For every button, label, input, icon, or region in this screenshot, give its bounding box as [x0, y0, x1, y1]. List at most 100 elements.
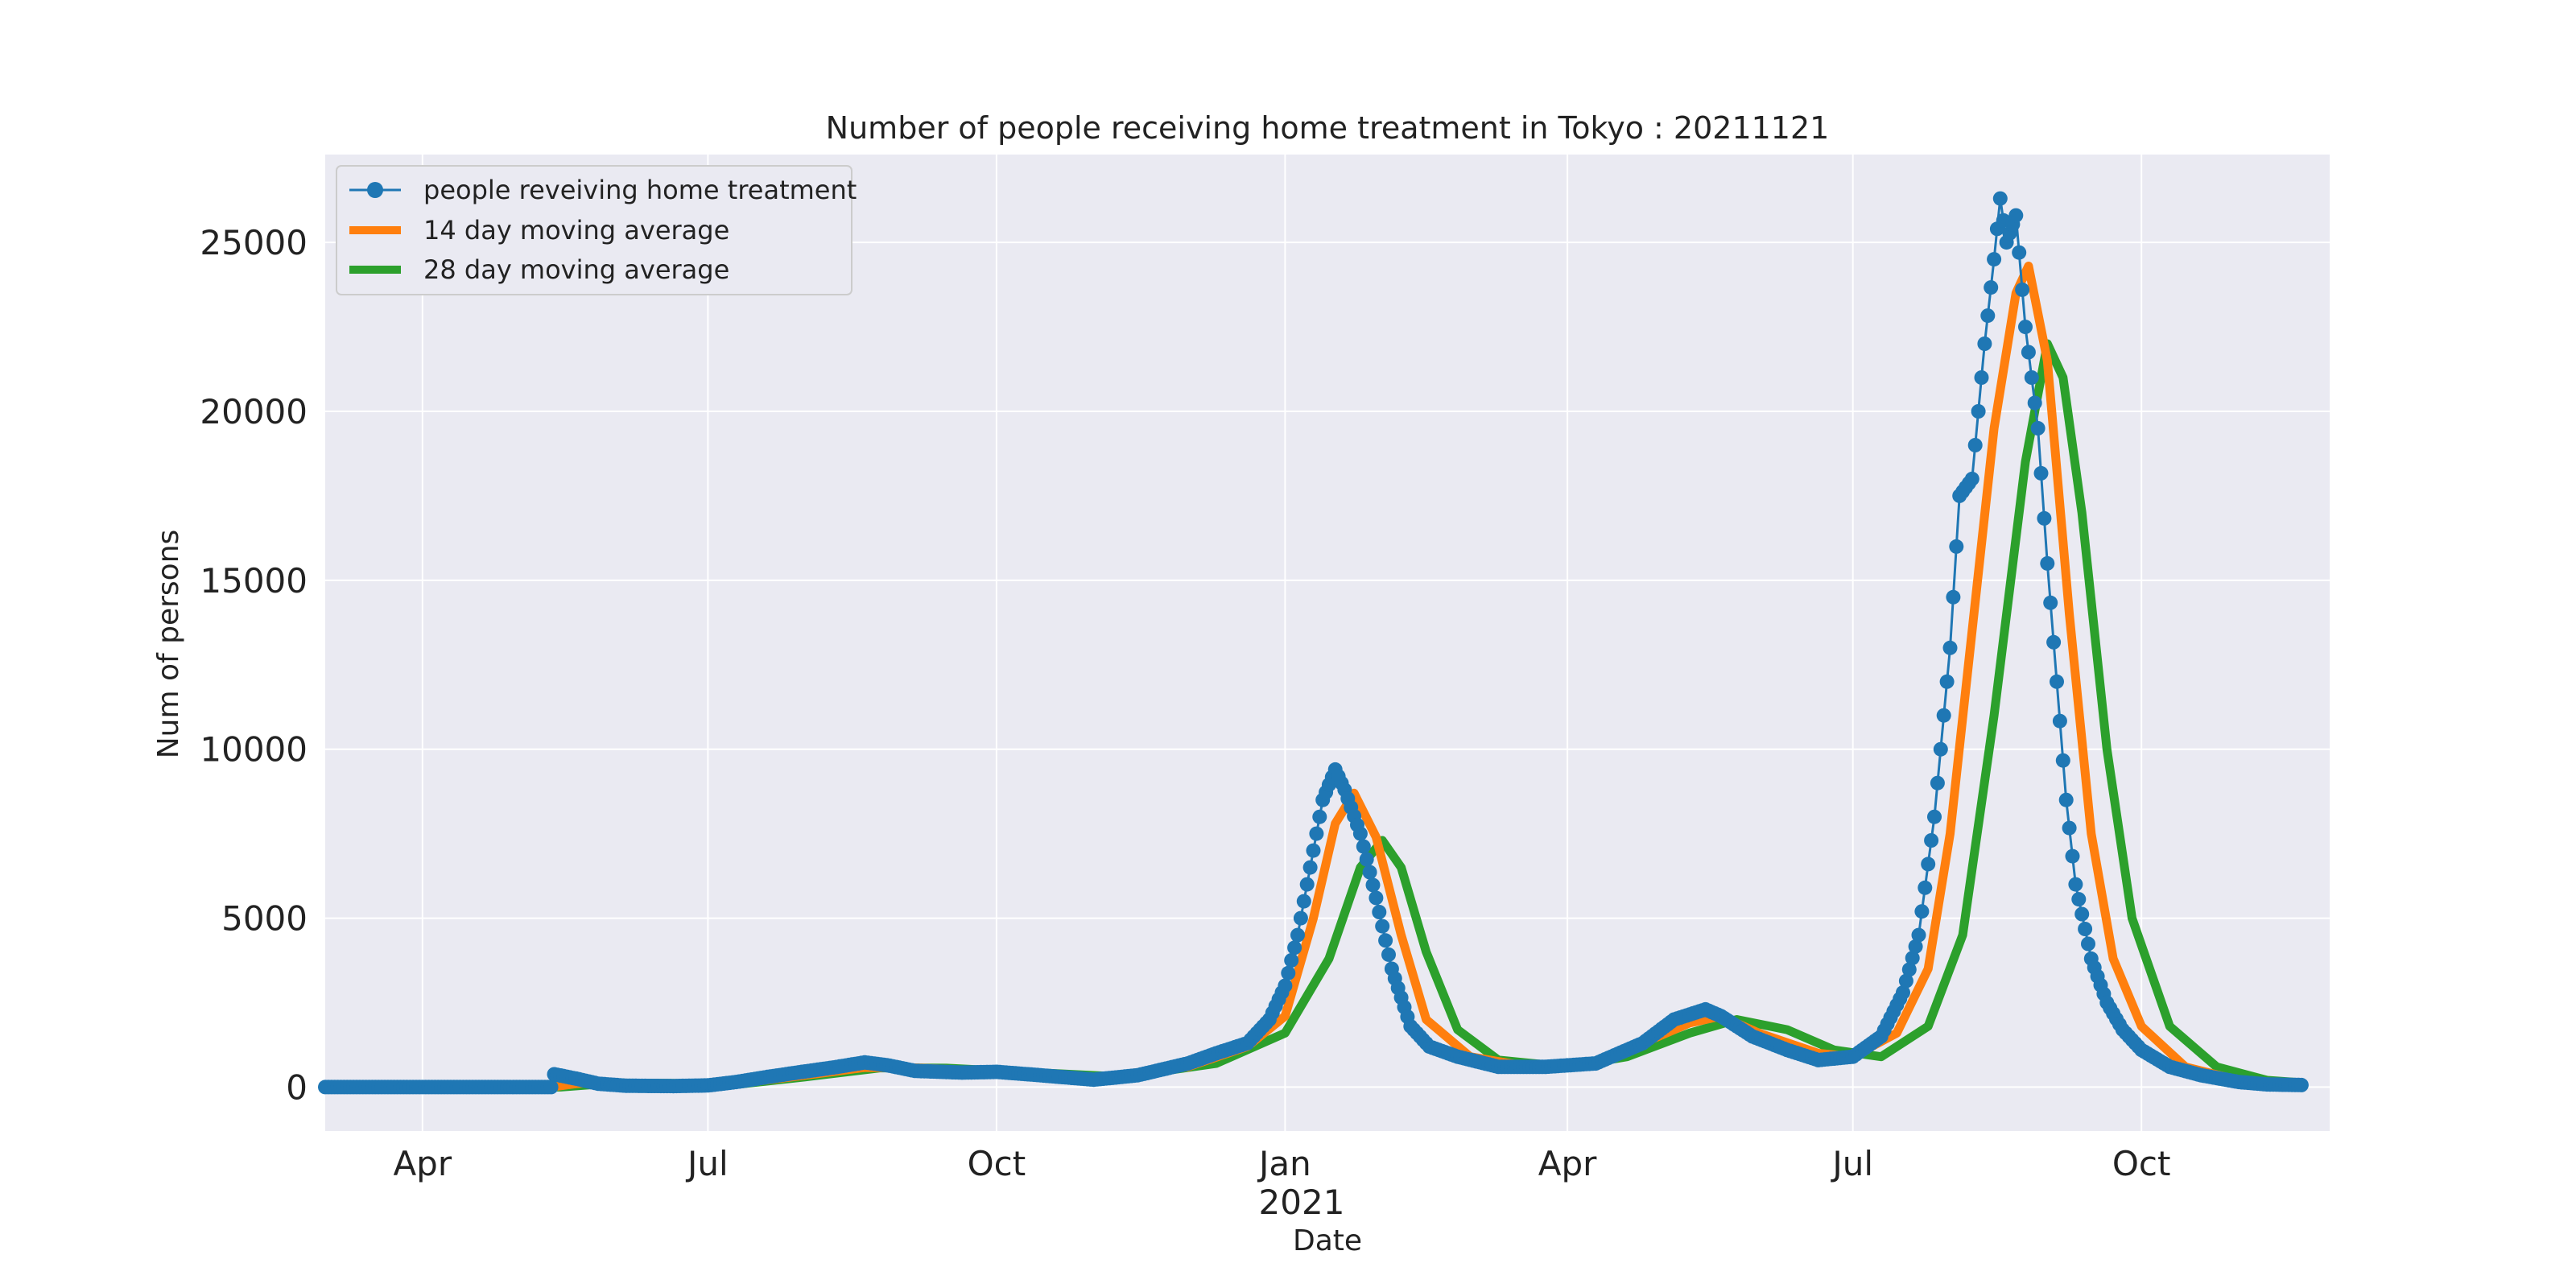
- data-point: [2293, 1077, 2309, 1092]
- y-tick-label: 15000: [200, 561, 308, 601]
- legend-marker-observed: [367, 182, 383, 198]
- x-tick-label: Apr: [393, 1144, 452, 1183]
- y-tick-label: 0: [286, 1067, 308, 1107]
- data-point: [2050, 674, 2064, 689]
- data-point: [2081, 936, 2095, 952]
- data-point: [1967, 438, 1983, 452]
- data-point: [1312, 809, 1327, 824]
- data-point: [2033, 465, 2049, 481]
- data-point: [2008, 208, 2024, 223]
- data-point: [1984, 280, 1999, 295]
- x-tick-label: Jan: [1257, 1144, 1311, 1183]
- data-point: [1992, 191, 2008, 206]
- legend-entry-observed: people reveiving home treatment: [349, 175, 857, 205]
- data-point: [1296, 894, 1311, 909]
- data-point: [1284, 953, 1299, 968]
- data-point: [1946, 589, 1961, 605]
- legend-label-ma14: 14 day moving average: [423, 215, 729, 246]
- data-point: [1356, 839, 1371, 854]
- data-point: [2043, 595, 2058, 610]
- y-tick-labels: 0 5000 10000 15000 20000 25000: [200, 223, 308, 1107]
- data-point: [1368, 890, 1384, 906]
- data-point: [1896, 985, 1910, 1000]
- data-point: [1918, 880, 1933, 895]
- data-point: [1306, 843, 1321, 858]
- data-point: [1365, 877, 1381, 893]
- data-point: [1905, 951, 1920, 966]
- x-tick-label: Oct: [968, 1144, 1026, 1183]
- data-point: [2052, 713, 2067, 729]
- data-point: [1933, 741, 1948, 757]
- plot-background: [325, 155, 2330, 1131]
- data-point: [2078, 922, 2093, 936]
- data-point: [1974, 370, 1989, 385]
- data-point: [1293, 910, 1308, 926]
- series-layer: [318, 191, 2309, 1095]
- data-point: [543, 1080, 559, 1095]
- data-point: [1378, 933, 1393, 948]
- x-tick-label: Jul: [685, 1144, 729, 1183]
- data-point: [2021, 345, 2036, 360]
- data-point: [1924, 833, 1939, 848]
- data-point: [1901, 962, 1917, 977]
- data-point: [1936, 708, 1951, 723]
- data-point: [2062, 820, 2077, 836]
- data-point: [2040, 555, 2055, 571]
- y-tick-label: 20000: [200, 392, 308, 431]
- data-point: [1942, 640, 1958, 655]
- data-point: [1980, 308, 1996, 324]
- data-point: [1964, 471, 1979, 486]
- data-point: [2024, 370, 2039, 385]
- data-point: [2037, 510, 2052, 526]
- data-point: [1299, 877, 1315, 892]
- x-axis-label: Date: [1293, 1224, 1362, 1257]
- data-point: [1290, 927, 1305, 943]
- x-tick-labels: Apr Jul Oct Jan Apr Jul Oct: [393, 1144, 2170, 1183]
- data-point: [1927, 809, 1942, 824]
- y-axis-label: Num of persons: [152, 530, 185, 759]
- chart-title: Number of people receiving home treatmen…: [826, 110, 1830, 146]
- data-point: [2018, 320, 2033, 335]
- series-observed: [318, 191, 2309, 1095]
- data-point: [1281, 965, 1296, 980]
- x-tick-label: Jul: [1830, 1144, 1873, 1183]
- data-point: [1278, 978, 1293, 993]
- data-point: [1375, 919, 1390, 934]
- data-point: [2027, 395, 2042, 411]
- data-point: [2074, 906, 2090, 922]
- legend-box: [336, 165, 852, 295]
- legend-entry-ma14: 14 day moving average: [349, 215, 729, 246]
- data-point: [2055, 753, 2070, 768]
- data-point: [1372, 905, 1387, 919]
- data-point: [1939, 674, 1955, 689]
- data-point: [2012, 245, 2027, 260]
- data-point: [1381, 947, 1396, 962]
- x-tick-label: Apr: [1538, 1144, 1597, 1183]
- y-tick-label: 25000: [200, 223, 308, 262]
- data-point: [1914, 904, 1930, 919]
- legend-label-observed: people reveiving home treatment: [423, 175, 857, 205]
- y-tick-label: 10000: [200, 730, 308, 770]
- data-point: [2058, 792, 2074, 807]
- data-point: [1352, 826, 1368, 841]
- data-point: [1362, 865, 1377, 880]
- data-point: [1309, 826, 1324, 841]
- y-tick-label: 5000: [221, 899, 308, 939]
- legend-entry-ma28: 28 day moving average: [349, 254, 729, 285]
- data-point: [2071, 892, 2087, 907]
- data-point: [1977, 336, 1992, 351]
- data-point: [1930, 775, 1945, 791]
- data-point: [1987, 252, 2002, 267]
- legend-label-ma28: 28 day moving average: [423, 254, 729, 285]
- data-point: [1287, 940, 1302, 956]
- data-point: [1949, 539, 1964, 554]
- x-tick-label: Oct: [2112, 1144, 2171, 1183]
- data-point: [2030, 421, 2046, 436]
- data-point: [2046, 634, 2062, 650]
- data-point: [1898, 973, 1913, 989]
- data-point: [1908, 939, 1923, 954]
- data-point: [1359, 852, 1374, 867]
- data-point: [2068, 877, 2083, 892]
- data-point: [2065, 848, 2080, 864]
